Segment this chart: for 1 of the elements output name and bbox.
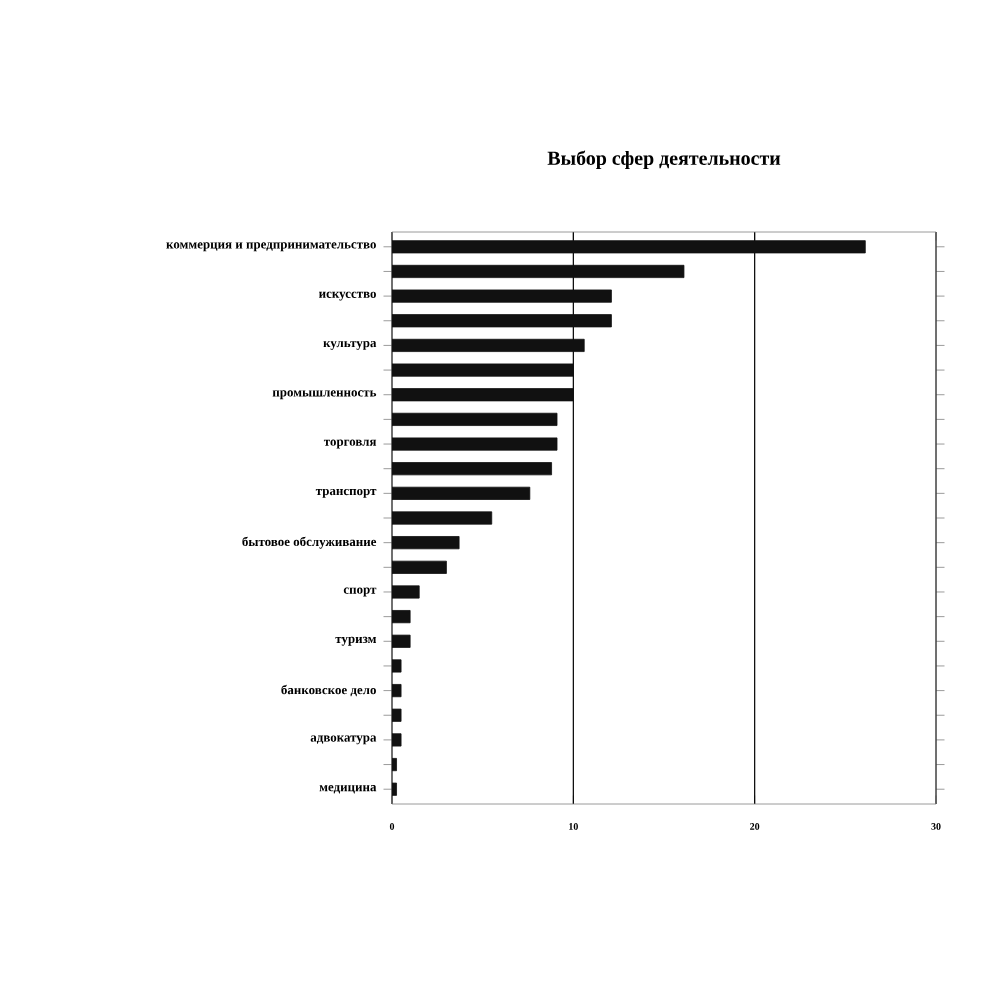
chart-title: Выбор сфер деятельности (547, 150, 781, 170)
